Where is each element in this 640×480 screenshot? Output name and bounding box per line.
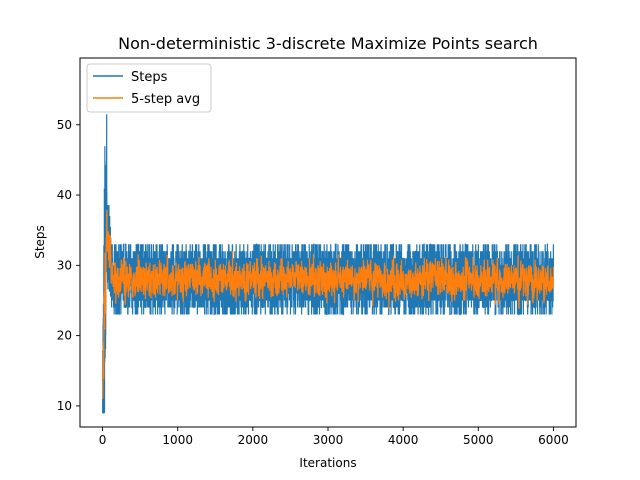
x-tick-label: 4000 — [388, 433, 419, 447]
x-tick-label: 1000 — [162, 433, 193, 447]
series-line-5-step-avg — [102, 209, 555, 399]
x-tick-label: 0 — [99, 433, 107, 447]
x-axis-ticks: 0 1000 2000 3000 4000 5000 6000 — [99, 427, 569, 447]
x-tick-label: 6000 — [538, 433, 569, 447]
x-axis-label: Iterations — [299, 456, 356, 470]
y-tick-label: 50 — [57, 118, 72, 132]
y-axis-label: Steps — [33, 225, 47, 259]
chart-title: Non-deterministic 3-discrete Maximize Po… — [118, 34, 538, 53]
legend: Steps 5-step avg — [86, 63, 212, 113]
legend-label-steps: Steps — [131, 70, 168, 85]
series-layer — [102, 114, 555, 414]
y-tick-label: 30 — [57, 258, 72, 272]
y-tick-label: 40 — [57, 188, 72, 202]
y-tick-label: 20 — [57, 329, 72, 343]
x-tick-label: 2000 — [238, 433, 269, 447]
y-tick-label: 10 — [57, 399, 72, 413]
y-axis-ticks: 10 20 30 40 50 — [57, 118, 80, 413]
x-tick-label: 3000 — [313, 433, 344, 447]
x-tick-label: 5000 — [463, 433, 494, 447]
legend-label-5-step-avg: 5-step avg — [131, 92, 200, 107]
